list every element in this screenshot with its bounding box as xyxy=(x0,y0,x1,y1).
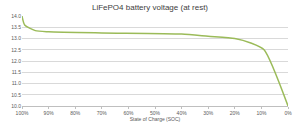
svg-text:50%: 50% xyxy=(150,110,161,116)
svg-text:60%: 60% xyxy=(123,110,134,116)
svg-text:10.5: 10.5 xyxy=(11,92,21,98)
svg-text:10.0: 10.0 xyxy=(11,103,21,109)
svg-text:90%: 90% xyxy=(44,110,55,116)
svg-text:70%: 70% xyxy=(97,110,108,116)
svg-text:40%: 40% xyxy=(177,110,188,116)
svg-text:10%: 10% xyxy=(256,110,267,116)
svg-text:13.5: 13.5 xyxy=(11,24,21,30)
svg-text:13.0: 13.0 xyxy=(11,35,21,41)
svg-text:11.0: 11.0 xyxy=(12,80,22,86)
svg-text:80%: 80% xyxy=(70,110,81,116)
svg-text:State of Charge (SOC): State of Charge (SOC) xyxy=(130,116,181,122)
svg-text:LiFePO4 battery voltage (at re: LiFePO4 battery voltage (at rest) xyxy=(92,3,208,12)
svg-text:0%: 0% xyxy=(284,110,292,116)
svg-text:12.0: 12.0 xyxy=(11,58,21,64)
svg-text:14.0: 14.0 xyxy=(11,13,21,19)
svg-text:100%: 100% xyxy=(16,110,29,116)
svg-text:30%: 30% xyxy=(203,110,214,116)
svg-text:11.5: 11.5 xyxy=(12,69,22,75)
svg-text:20%: 20% xyxy=(230,110,241,116)
svg-text:12.5: 12.5 xyxy=(11,47,21,53)
